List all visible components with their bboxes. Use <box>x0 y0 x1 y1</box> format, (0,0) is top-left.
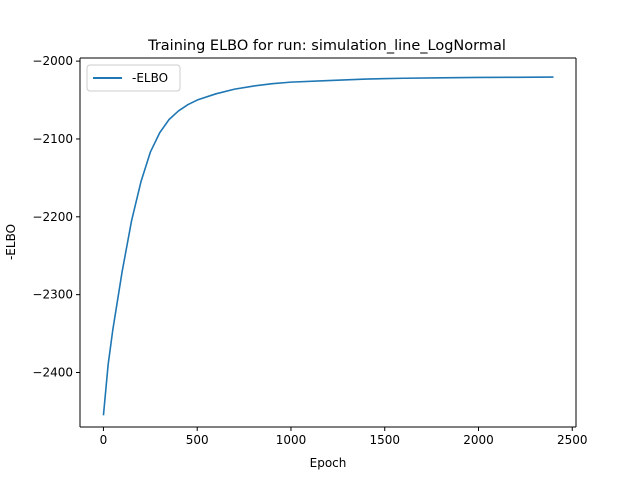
y-tick-label: −2000 <box>32 54 73 68</box>
x-tick-label: 2500 <box>557 433 588 447</box>
y-tick-label: −2400 <box>32 366 73 380</box>
x-tick-label: 1500 <box>369 433 400 447</box>
chart-title: Training ELBO for run: simulation_line_L… <box>147 38 506 54</box>
axes-frame <box>79 57 577 428</box>
y-axis: −2400 −2300 −2200 −2100 −2000 <box>32 54 80 380</box>
y-tick-label: −2200 <box>32 210 73 224</box>
legend: -ELBO <box>86 64 181 92</box>
y-axis-label: -ELBO <box>4 224 18 260</box>
series-layer <box>102 76 554 416</box>
plot-background <box>80 58 576 427</box>
x-tick-label: 2000 <box>463 433 494 447</box>
series-line-elbo <box>102 76 554 416</box>
x-axis-label: Epoch <box>310 456 347 470</box>
x-tick-label: 1000 <box>276 433 307 447</box>
x-tick-label: 500 <box>186 433 209 447</box>
plot-area <box>80 58 576 427</box>
y-tick-label: −2300 <box>32 288 73 302</box>
y-tick-label: −2100 <box>32 132 73 146</box>
legend-label-elbo: -ELBO <box>132 71 168 85</box>
legend-box <box>86 64 181 92</box>
x-tick-label: 0 <box>100 433 108 447</box>
x-axis: 0 500 1000 1500 2000 2500 <box>100 427 588 447</box>
